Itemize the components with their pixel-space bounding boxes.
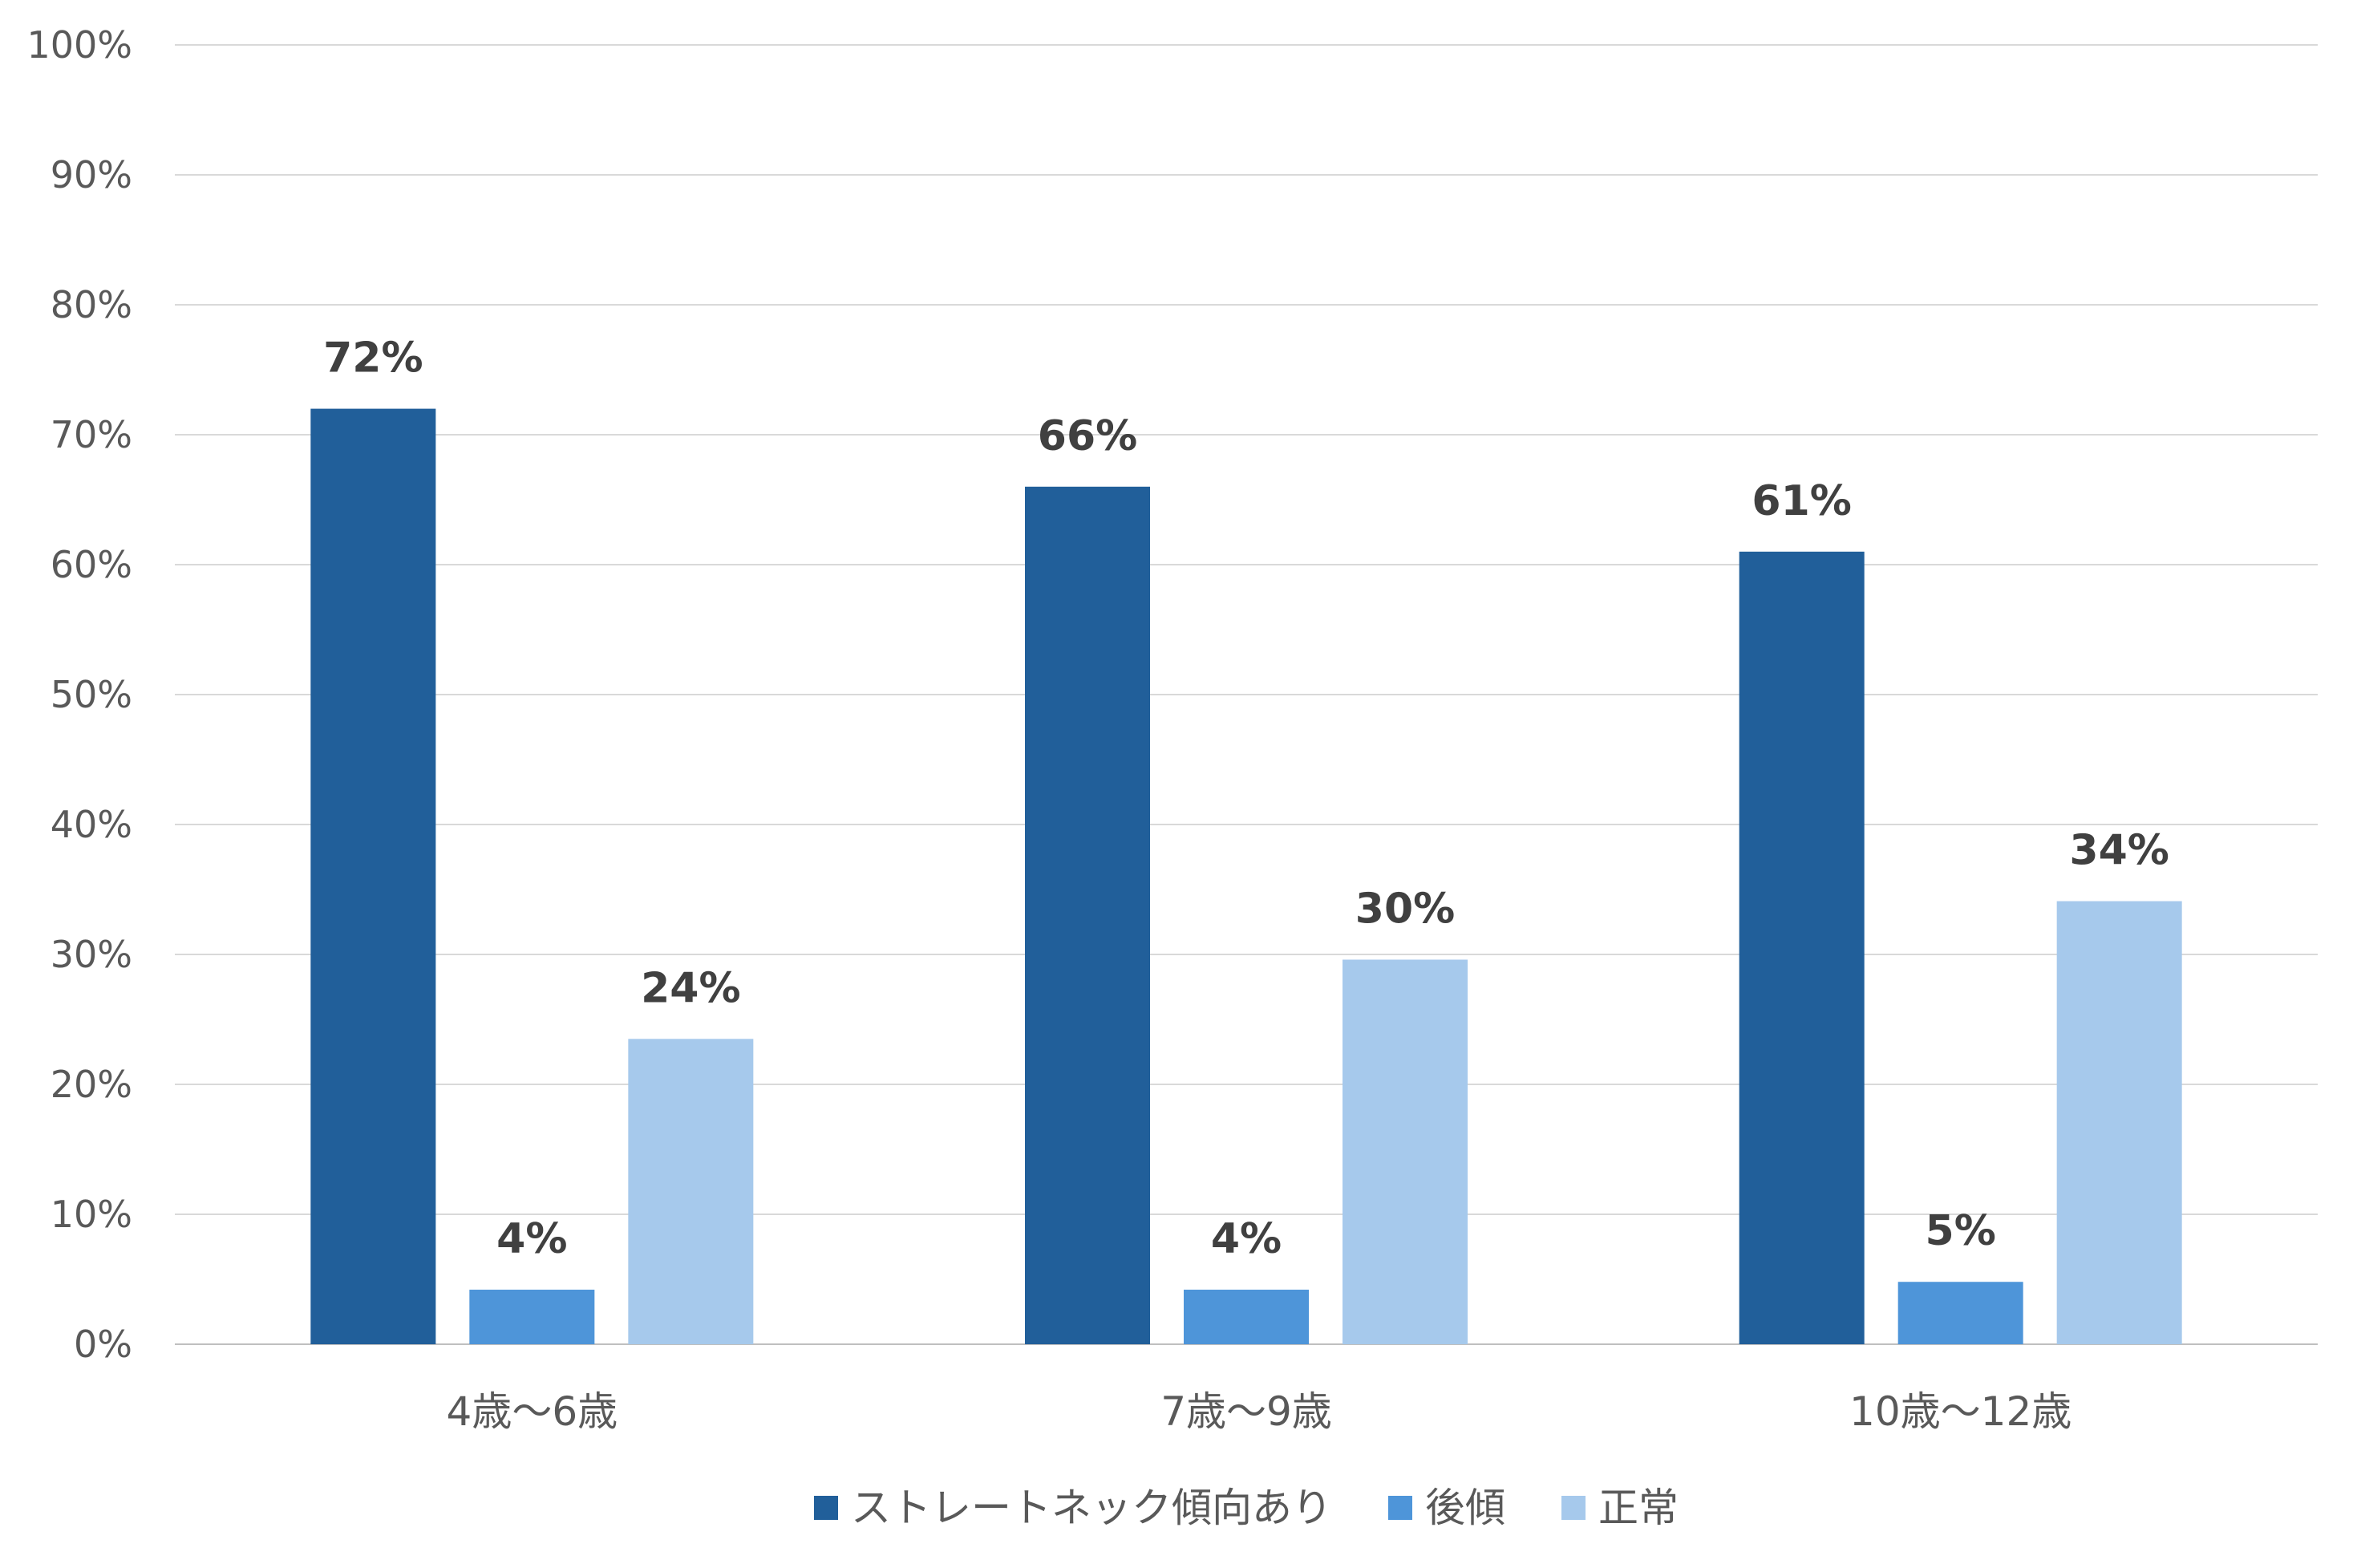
y-axis-ticks: 0% 10% 20% 30% 40% 50% 60% 70% 80% 90% 100% (26, 23, 132, 1366)
y-tick-label: 40% (51, 803, 132, 846)
y-tick-label: 20% (51, 1063, 132, 1106)
legend-label: 後傾 (1425, 1485, 1505, 1531)
bar (469, 1289, 595, 1344)
legend: ストレートネック傾向あり 後傾 正常 (814, 1485, 1679, 1531)
grid-lines (175, 44, 2318, 1345)
data-label: 30% (1355, 885, 1455, 933)
x-category-label: 7歳〜9歳 (1160, 1388, 1332, 1435)
y-tick-label: 70% (51, 413, 132, 456)
data-label: 4% (1211, 1215, 1282, 1263)
legend-swatch (1388, 1496, 1412, 1520)
bars (310, 408, 2182, 1345)
y-tick-label: 100% (26, 23, 132, 67)
bar (1897, 1282, 2023, 1344)
data-label: 61% (1752, 477, 1851, 525)
y-tick-label: 10% (51, 1193, 132, 1236)
x-axis-categories: 4歳〜6歳 7歳〜9歳 10歳〜12歳 (447, 1388, 2072, 1435)
bar (1343, 959, 1468, 1344)
data-label: 66% (1038, 412, 1137, 460)
data-label: 5% (1926, 1207, 1996, 1255)
data-label: 24% (641, 964, 740, 1012)
bar (628, 1039, 754, 1344)
bar (310, 408, 436, 1345)
y-tick-label: 80% (51, 283, 132, 326)
data-label: 72% (323, 334, 423, 383)
y-tick-label: 60% (51, 543, 132, 586)
y-tick-label: 0% (74, 1323, 132, 1366)
y-tick-label: 50% (51, 673, 132, 716)
bar (2056, 901, 2182, 1344)
bar (1025, 486, 1150, 1344)
data-label: 34% (2069, 827, 2169, 875)
bar (1184, 1289, 1309, 1344)
data-label: 4% (496, 1215, 567, 1263)
legend-swatch (814, 1496, 838, 1520)
y-tick-label: 30% (51, 933, 132, 976)
bar (1739, 551, 1865, 1344)
legend-label: 正常 (1598, 1485, 1679, 1531)
data-labels: 72% 4% 24% 66% 4% 30% 61% 5% 34% (323, 334, 2169, 1263)
y-tick-label: 90% (51, 153, 132, 197)
x-category-label: 4歳〜6歳 (447, 1388, 618, 1435)
legend-swatch (1561, 1496, 1586, 1520)
x-category-label: 10歳〜12歳 (1849, 1388, 2072, 1435)
legend-label: ストレートネック傾向あり (851, 1485, 1332, 1531)
